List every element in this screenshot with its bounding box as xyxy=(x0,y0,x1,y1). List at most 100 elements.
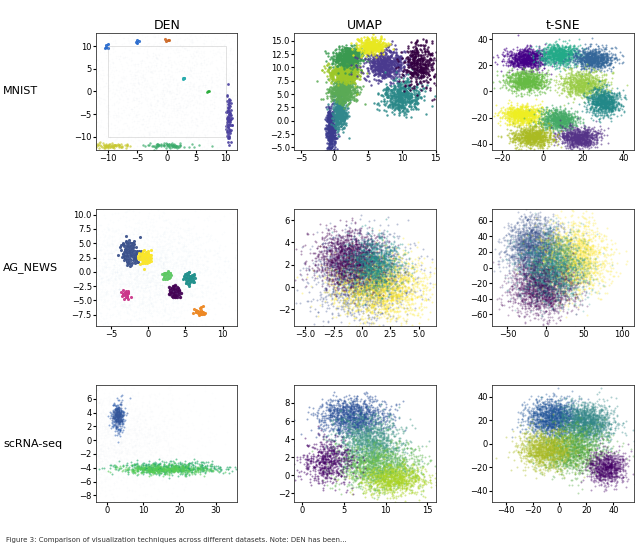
Point xyxy=(562,421,572,430)
Point xyxy=(535,263,545,271)
Point xyxy=(186,228,196,237)
Point xyxy=(390,286,400,294)
Point xyxy=(384,436,394,444)
Point xyxy=(88,51,99,60)
Point xyxy=(543,406,554,415)
Point xyxy=(519,55,529,64)
Point xyxy=(359,450,369,459)
Point xyxy=(182,231,192,240)
Point xyxy=(567,136,577,145)
Point xyxy=(614,103,625,112)
Point xyxy=(358,399,369,407)
Point xyxy=(527,75,537,84)
Point xyxy=(340,283,350,292)
Point xyxy=(558,223,568,232)
Point xyxy=(344,81,355,90)
Point xyxy=(518,271,528,280)
Point xyxy=(228,71,238,80)
Point xyxy=(531,122,541,130)
Point xyxy=(546,435,556,444)
Point xyxy=(532,247,543,256)
Point xyxy=(557,243,567,252)
Point xyxy=(581,134,591,143)
Point xyxy=(571,416,581,425)
Point xyxy=(546,449,556,458)
Point xyxy=(340,98,351,106)
Point xyxy=(51,484,61,493)
Point xyxy=(425,472,435,481)
Point xyxy=(584,259,594,268)
Point xyxy=(412,82,422,91)
Point xyxy=(323,287,333,296)
Point xyxy=(387,60,397,69)
Point xyxy=(138,249,148,258)
Point xyxy=(166,281,176,290)
Point xyxy=(514,145,524,154)
Point xyxy=(536,410,546,419)
Point xyxy=(107,418,117,426)
Point xyxy=(138,274,148,282)
Point xyxy=(516,245,526,254)
Point xyxy=(572,134,582,143)
Point xyxy=(323,280,333,288)
Point xyxy=(346,78,356,86)
Point xyxy=(353,251,363,260)
Point xyxy=(522,49,532,57)
Point xyxy=(592,62,602,71)
Point xyxy=(326,258,336,266)
Point xyxy=(375,462,385,471)
Point xyxy=(174,109,184,117)
Point xyxy=(397,477,407,486)
Point xyxy=(191,133,202,142)
Point xyxy=(169,457,179,466)
Point xyxy=(545,215,556,223)
Point xyxy=(566,270,576,278)
Point xyxy=(616,100,626,109)
Point xyxy=(121,246,131,255)
Point xyxy=(579,285,589,294)
Point xyxy=(591,461,601,470)
Point xyxy=(525,418,535,427)
Point xyxy=(369,71,380,80)
Point xyxy=(563,268,573,276)
Point xyxy=(549,44,559,52)
Point xyxy=(589,131,600,140)
Point xyxy=(191,127,201,135)
Point xyxy=(524,259,534,268)
Point xyxy=(325,252,335,260)
Point xyxy=(136,236,147,245)
Point xyxy=(180,69,190,78)
Point xyxy=(108,43,118,51)
Point xyxy=(564,121,575,129)
Point xyxy=(340,85,351,94)
Point xyxy=(563,400,573,408)
Point xyxy=(560,395,570,403)
Point xyxy=(552,401,562,410)
Point xyxy=(562,308,572,317)
Point xyxy=(362,235,372,244)
Point xyxy=(570,405,580,413)
Point xyxy=(602,467,612,476)
Point xyxy=(359,245,369,254)
Point xyxy=(579,418,589,426)
Point xyxy=(403,94,413,103)
Point xyxy=(355,432,365,441)
Point xyxy=(151,470,161,478)
Point xyxy=(526,295,536,304)
Point xyxy=(545,131,555,140)
Point xyxy=(360,266,370,275)
Point xyxy=(363,35,373,44)
Point xyxy=(554,52,564,61)
Point xyxy=(378,258,388,267)
Point xyxy=(536,79,546,88)
Point xyxy=(341,257,351,266)
Point xyxy=(534,459,545,467)
Point xyxy=(344,422,355,431)
Point xyxy=(186,238,196,246)
Point xyxy=(540,228,550,237)
Point xyxy=(522,73,532,82)
Point xyxy=(519,133,529,141)
Point xyxy=(528,262,538,271)
Point xyxy=(557,246,567,254)
Point xyxy=(324,275,334,284)
